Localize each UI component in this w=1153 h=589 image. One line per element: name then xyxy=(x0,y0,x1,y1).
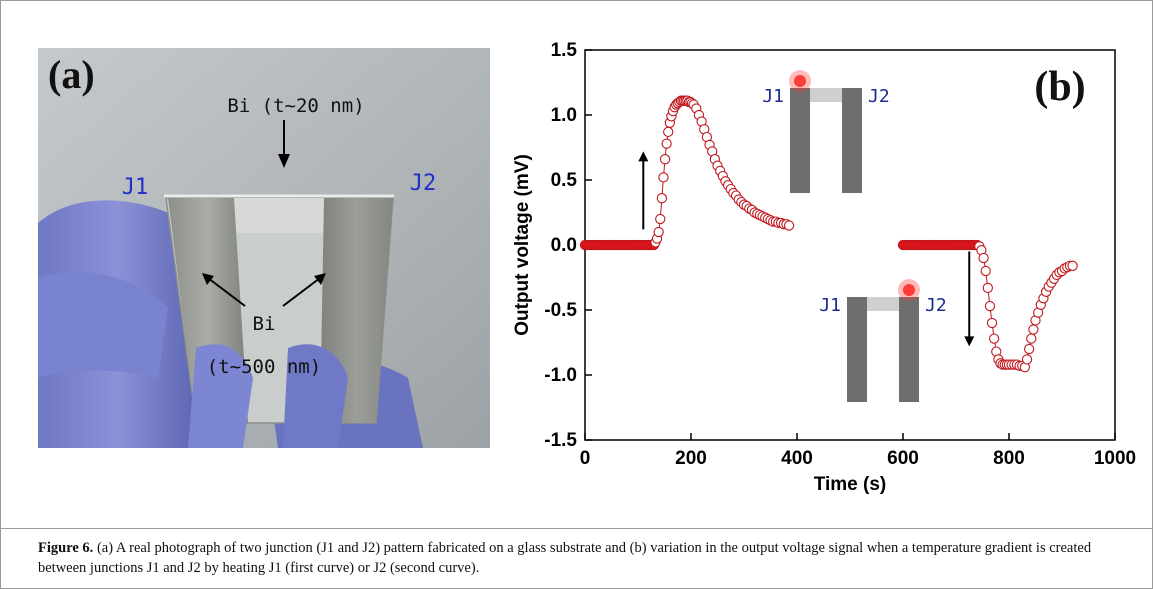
inset-bottom-label-j1: J1 xyxy=(819,295,841,316)
series-2-point xyxy=(1067,260,1078,271)
series-2-point xyxy=(986,317,998,329)
inset-top-leg-left xyxy=(790,88,810,193)
inset-bottom-bridge xyxy=(867,297,899,311)
y-tick-label: -1.0 xyxy=(544,365,577,386)
series-2-point xyxy=(980,265,991,277)
x-axis-label: Time (s) xyxy=(814,474,887,495)
y-tick-label: 1.5 xyxy=(551,40,578,61)
y-axis-label: Output voltage (mV) xyxy=(512,154,533,336)
x-tick-label: 800 xyxy=(993,448,1025,469)
inset-top-label-j1: J1 xyxy=(762,86,784,107)
series-2-point xyxy=(984,300,996,312)
x-tick-label: 400 xyxy=(781,448,813,469)
inset-bottom-leg-right xyxy=(899,297,919,402)
junction-j2-label: J2 xyxy=(410,171,437,196)
x-tick-label: 1000 xyxy=(1094,448,1136,469)
series-2-point xyxy=(989,333,1000,344)
arrow-down-icon xyxy=(278,120,290,168)
inset-top-label-j2: J2 xyxy=(868,86,890,107)
up-arrow-icon-head xyxy=(638,151,649,162)
series-1-point xyxy=(658,172,669,183)
inset-bottom-heat-spot xyxy=(903,284,915,296)
junction-j1-label: J1 xyxy=(122,175,149,200)
arrow-right-leg-icon xyxy=(282,273,326,307)
y-tick-label: 0.5 xyxy=(551,170,578,191)
y-tick-label: 1.0 xyxy=(551,105,577,126)
y-tick-label: 0.0 xyxy=(551,235,577,256)
thick-film-label-line1: Bi xyxy=(253,313,276,335)
series-1-point xyxy=(656,193,667,204)
panel-b-label: (b) xyxy=(1034,64,1085,110)
chart-series xyxy=(579,95,1078,373)
thick-film-label-line2: (t~500 nm) xyxy=(207,356,321,378)
inset-top: J1 J2 xyxy=(762,70,890,193)
caption-divider xyxy=(0,528,1153,529)
inset-top-heat-spot xyxy=(794,75,806,87)
chart-insets: J1 J2 J1 J2 xyxy=(638,70,975,402)
thin-film-label: Bi (t~20 nm) xyxy=(227,95,364,117)
inset-top-bridge xyxy=(810,88,842,102)
series-1-point xyxy=(659,154,671,165)
chart-labels: 0 200 400 600 800 1000 -1.5 -1.0 -0.5 0.0 0.5 1.0 1.… xyxy=(512,40,1136,495)
inset-bottom: J1 J2 xyxy=(819,279,947,402)
series-2-point xyxy=(1026,333,1037,344)
down-arrow-icon xyxy=(964,251,975,347)
x-tick-label: 200 xyxy=(675,448,707,469)
y-tick-label: -1.5 xyxy=(544,430,577,451)
arrow-left-leg-icon xyxy=(202,273,246,307)
photo-panel-a: (a) Bi (t~20 nm) J1 J2 Bi (t~500 nm) xyxy=(38,48,490,448)
series-2-point xyxy=(1028,324,1039,335)
series-1-point xyxy=(655,213,666,225)
series-1-point xyxy=(661,138,672,149)
series-2-point xyxy=(982,282,993,294)
series-2-point xyxy=(1021,354,1033,365)
caption-text: (a) A real photograph of two junction (J… xyxy=(38,540,1092,576)
inset-top-leg-right xyxy=(842,88,862,193)
x-tick-label: 0 xyxy=(580,448,591,469)
x-tick-label: 600 xyxy=(887,448,919,469)
inset-bottom-label-j2: J2 xyxy=(925,295,947,316)
series-2-point xyxy=(978,252,989,264)
figure-caption: Figure 6. (a) A real photograph of two j… xyxy=(38,538,1138,578)
up-arrow-icon xyxy=(638,151,649,230)
panel-a-label: (a) xyxy=(48,52,95,97)
series-2-point xyxy=(1023,343,1035,355)
series-1-line xyxy=(585,100,790,246)
figure-label: Figure 6. xyxy=(38,540,94,556)
voltage-chart: J1 J2 J1 J2 0 200 400 600 800 1000 -1.5 -1.0 -0.5 0.… xyxy=(512,40,1136,495)
series-1-point xyxy=(663,126,674,138)
series-1-point xyxy=(653,226,664,238)
down-arrow-icon-head xyxy=(964,336,975,347)
y-tick-label: -0.5 xyxy=(544,300,577,321)
series-1-point xyxy=(783,220,795,231)
inset-bottom-leg-left xyxy=(847,297,867,402)
